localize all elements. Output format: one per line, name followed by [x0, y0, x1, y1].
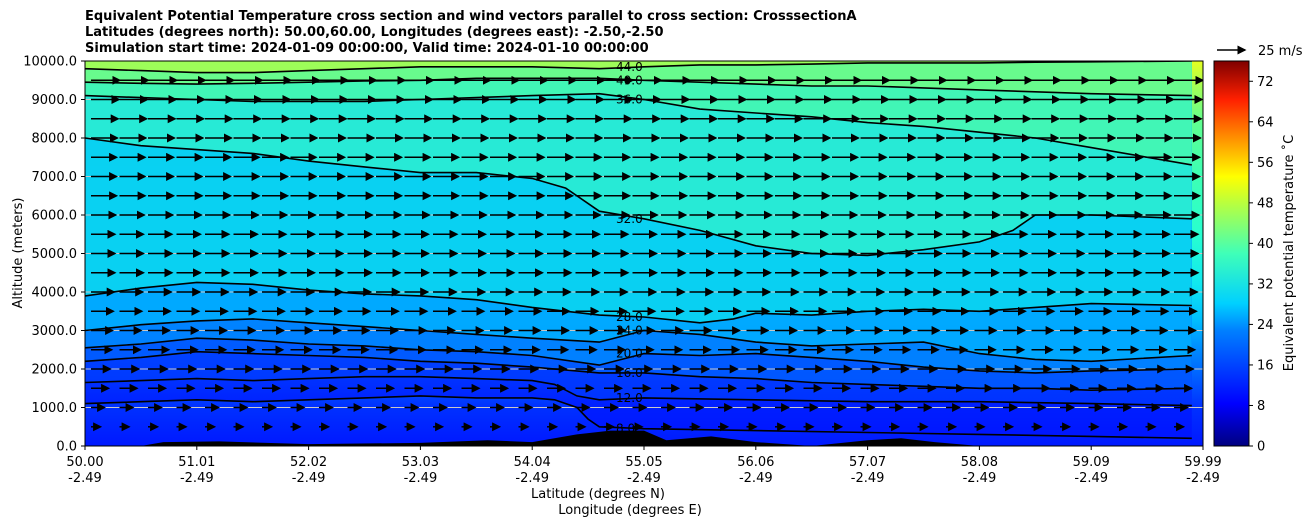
x-tick-label-lat: 51.01 — [178, 455, 215, 470]
x-tick-label-lat: 54.04 — [514, 455, 551, 470]
y-tick-label: 5000.0 — [32, 247, 78, 262]
x-tick-label-lon: -2.49 — [1074, 471, 1108, 486]
colorbar-tick-label: 16 — [1257, 358, 1274, 373]
x-tick-label-lon: -2.49 — [627, 471, 661, 486]
contour-line-8 — [85, 395, 1192, 440]
contour-line-44 — [85, 61, 1192, 74]
y-tick-label: 6000.0 — [32, 209, 78, 224]
y-tick-label: 7000.0 — [32, 170, 78, 185]
x-tick-label-lon: -2.49 — [404, 471, 438, 486]
contour-line-24 — [85, 318, 1192, 363]
chart-title-line-1: Equivalent Potential Temperature cross s… — [85, 9, 857, 24]
x-tick-label-lat: 52.02 — [290, 455, 327, 470]
colorbar-tick-label: 8 — [1257, 399, 1265, 414]
x-tick-label-lat: 50.00 — [66, 455, 103, 470]
colorbar-tick-label: 24 — [1257, 318, 1274, 333]
colorbar-tick-label: 0 — [1257, 440, 1265, 455]
x-tick-label-lon: -2.49 — [292, 471, 326, 486]
contour-label-32: 32.0 — [616, 212, 643, 226]
x-tick-label-lat: 57.07 — [849, 455, 886, 470]
chart-title-line-3: Simulation start time: 2024-01-09 00:00:… — [85, 41, 649, 56]
x-tick-label-lon: -2.49 — [739, 471, 773, 486]
chart-title-line-2: Latitudes (degrees north): 50.00,60.00, … — [85, 25, 664, 40]
terrain-shape — [140, 430, 980, 446]
x-axis-label-latitude: Latitude (degrees N) — [531, 487, 665, 502]
colorbar — [1213, 60, 1250, 447]
y-tick-label: 0.0 — [56, 440, 77, 455]
x-tick-label-lat: 53.03 — [402, 455, 439, 470]
y-tick-label: 9000.0 — [32, 93, 78, 108]
colorbar-ticks: 0 8 16 24 32 40 48 56 64 72 — [1249, 75, 1274, 455]
y-tick-label: 3000.0 — [32, 324, 78, 339]
x-tick-label-lat: 59.99 — [1184, 455, 1221, 470]
y-axis-label: Altitude (meters) — [11, 198, 26, 309]
colorbar-tick-label: 56 — [1257, 156, 1274, 171]
x-tick-label-lon: -2.49 — [963, 471, 997, 486]
contour-line-20 — [85, 337, 1192, 374]
x-axis-label-longitude: Longitude (degrees E) — [558, 503, 702, 518]
wind-vectors — [91, 75, 1203, 432]
x-tick-label-lat: 55.05 — [625, 455, 662, 470]
y-tick-label: 8000.0 — [32, 132, 78, 147]
x-tick-label-lon: -2.49 — [68, 471, 102, 486]
x-axis: 50.00-2.4951.01-2.4952.02-2.4953.03-2.49… — [66, 446, 1222, 486]
colorbar-tick-label: 64 — [1257, 115, 1274, 130]
x-tick-label-lon: -2.49 — [180, 471, 214, 486]
quiver-key-label: 25 m/s — [1258, 44, 1303, 59]
terrain — [140, 430, 980, 446]
contour-label-44: 44.0 — [616, 60, 643, 74]
contour-label-28: 28.0 — [616, 310, 643, 324]
contour-label-16: 16.0 — [616, 366, 643, 380]
y-tick-label: 2000.0 — [32, 363, 78, 378]
contour-label-12: 12.0 — [616, 391, 643, 405]
contour-line-12 — [85, 375, 1192, 407]
x-tick-label-lat: 58.08 — [961, 455, 998, 470]
colorbar-tick-label: 72 — [1257, 75, 1274, 90]
contour-fill-bands — [85, 61, 1192, 439]
contour-label-20: 20.0 — [616, 347, 643, 361]
x-tick-label-lon: -2.49 — [515, 471, 549, 486]
y-tick-label: 4000.0 — [32, 286, 78, 301]
colorbar-tick-label: 48 — [1257, 196, 1274, 211]
y-tick-label: 10000.0 — [23, 55, 77, 70]
colorbar-tick-label: 40 — [1257, 237, 1274, 252]
y-axis: 0.0 1000.0 2000.0 3000.0 4000.0 5000.0 6000.0 7… — [23, 55, 85, 455]
y-tick-label: 1000.0 — [32, 401, 78, 416]
x-tick-label-lat: 59.09 — [1073, 455, 1110, 470]
x-tick-label-lat: 56.06 — [737, 455, 774, 470]
x-tick-label-lon: -2.49 — [851, 471, 885, 486]
x-tick-label-lon: -2.49 — [1186, 471, 1220, 486]
contour-label-8: 8.0 — [616, 422, 635, 436]
colorbar-tick-label: 32 — [1257, 277, 1274, 292]
colorbar-label: Equivalent potential temperature ˚C — [1281, 135, 1297, 371]
